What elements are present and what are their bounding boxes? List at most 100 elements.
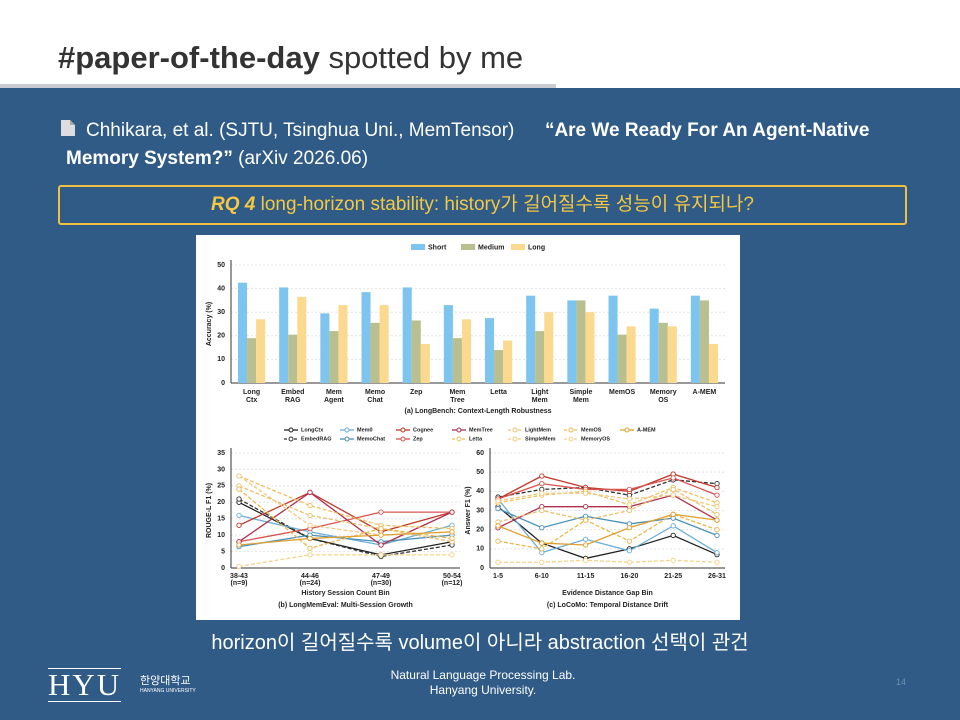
x-tick-note: (n=30) <box>371 580 392 587</box>
legend-swatch <box>511 244 525 250</box>
point <box>626 496 633 502</box>
page-number: 14 <box>896 677 907 687</box>
point <box>626 548 633 554</box>
y-tick-label: 25 <box>217 483 225 490</box>
bar <box>279 287 289 383</box>
point <box>378 532 384 538</box>
chart-caption: (b) LongMemEval: Multi-Session Growth <box>278 602 413 609</box>
point <box>714 550 720 556</box>
point <box>714 559 720 565</box>
authors: Chhikara, et al. (SJTU, Tsinghua Uni., M… <box>86 120 515 141</box>
bar <box>699 300 709 383</box>
legend-marker <box>344 427 350 433</box>
legend-label: Letta <box>469 436 483 442</box>
y-tick-label: 0 <box>221 565 225 572</box>
line <box>238 511 452 543</box>
takeaway: horizon이 길어질수록 volume이 아니라 abstraction 선… <box>211 632 749 654</box>
line <box>498 559 718 563</box>
point <box>626 502 633 508</box>
bar <box>443 305 453 383</box>
bar <box>526 295 536 383</box>
logo: HYU 한양대학교 HANYANG UNIVERSITY <box>48 667 198 702</box>
bar <box>585 312 595 383</box>
header-band <box>0 0 960 88</box>
bar <box>690 295 700 383</box>
point <box>539 540 545 546</box>
point <box>582 504 589 510</box>
y-tick-label: 50 <box>217 262 225 269</box>
university: Hanyang University. <box>429 683 537 697</box>
y-tick-label: 40 <box>476 488 484 495</box>
point <box>670 532 676 539</box>
legend-marker <box>400 436 406 442</box>
bar <box>329 331 339 383</box>
point <box>670 486 676 493</box>
logo-mark: HYU <box>48 667 122 702</box>
legend-label: Zep <box>413 436 423 442</box>
y-tick-label: 35 <box>217 450 225 457</box>
bar <box>288 334 298 383</box>
y-tick-label: 0 <box>221 380 225 387</box>
line <box>238 498 453 558</box>
legend-label: MemoChat <box>357 436 385 442</box>
legend-marker <box>568 436 574 442</box>
logo-korean: 한양대학교 <box>140 675 191 687</box>
line <box>238 475 453 530</box>
point <box>626 486 633 493</box>
legend-marker <box>400 427 406 433</box>
point <box>539 559 545 565</box>
legend-marker <box>512 436 518 442</box>
legend-marker <box>456 427 462 433</box>
point <box>449 529 455 535</box>
y-tick-label: 20 <box>217 499 225 506</box>
line <box>497 507 718 537</box>
point <box>307 545 313 551</box>
line <box>497 506 718 560</box>
x-tick-label: Mem Agent <box>324 389 345 404</box>
legend-marker <box>512 427 518 433</box>
point <box>307 522 313 528</box>
x-tick-label: 26-31 <box>708 573 726 580</box>
point <box>539 546 545 552</box>
point <box>714 484 720 491</box>
point <box>495 505 501 512</box>
x-tick-label: Mem Tree <box>449 389 465 404</box>
x-tick-label: 47-49 <box>372 573 390 580</box>
bar <box>361 292 371 383</box>
bar <box>658 322 668 383</box>
bar <box>649 308 659 383</box>
bar <box>420 344 430 383</box>
bar <box>402 287 412 383</box>
x-tick-label: 50-54 <box>443 573 461 580</box>
y-axis-label: Accuracy (%) <box>206 302 213 346</box>
doc-icon <box>61 120 75 136</box>
point <box>236 473 242 479</box>
x-tick-label: 11-15 <box>577 573 595 580</box>
legend-label: LightMem <box>525 427 551 433</box>
point <box>495 538 501 544</box>
point <box>714 492 720 498</box>
x-tick-label: 44-46 <box>301 573 319 580</box>
point <box>626 559 633 565</box>
bar <box>247 338 257 383</box>
bar <box>576 300 586 383</box>
point <box>449 552 455 558</box>
bar <box>617 334 627 383</box>
point <box>236 496 242 502</box>
y-tick-label: 30 <box>217 309 225 316</box>
legend-marker <box>456 436 462 442</box>
point <box>236 542 242 548</box>
legend-label: Cognee <box>413 427 433 433</box>
bar <box>494 349 504 383</box>
point <box>539 525 545 531</box>
bar <box>544 312 554 383</box>
x-tick-label: Memory OS <box>650 389 677 404</box>
x-tick-note: (n=12) <box>442 580 463 587</box>
rq-label: RQ 4 <box>210 194 256 215</box>
point <box>539 490 545 496</box>
point <box>582 542 589 548</box>
y-tick-label: 0 <box>480 565 484 572</box>
x-tick-label: 21-25 <box>664 573 682 580</box>
point <box>626 525 633 531</box>
